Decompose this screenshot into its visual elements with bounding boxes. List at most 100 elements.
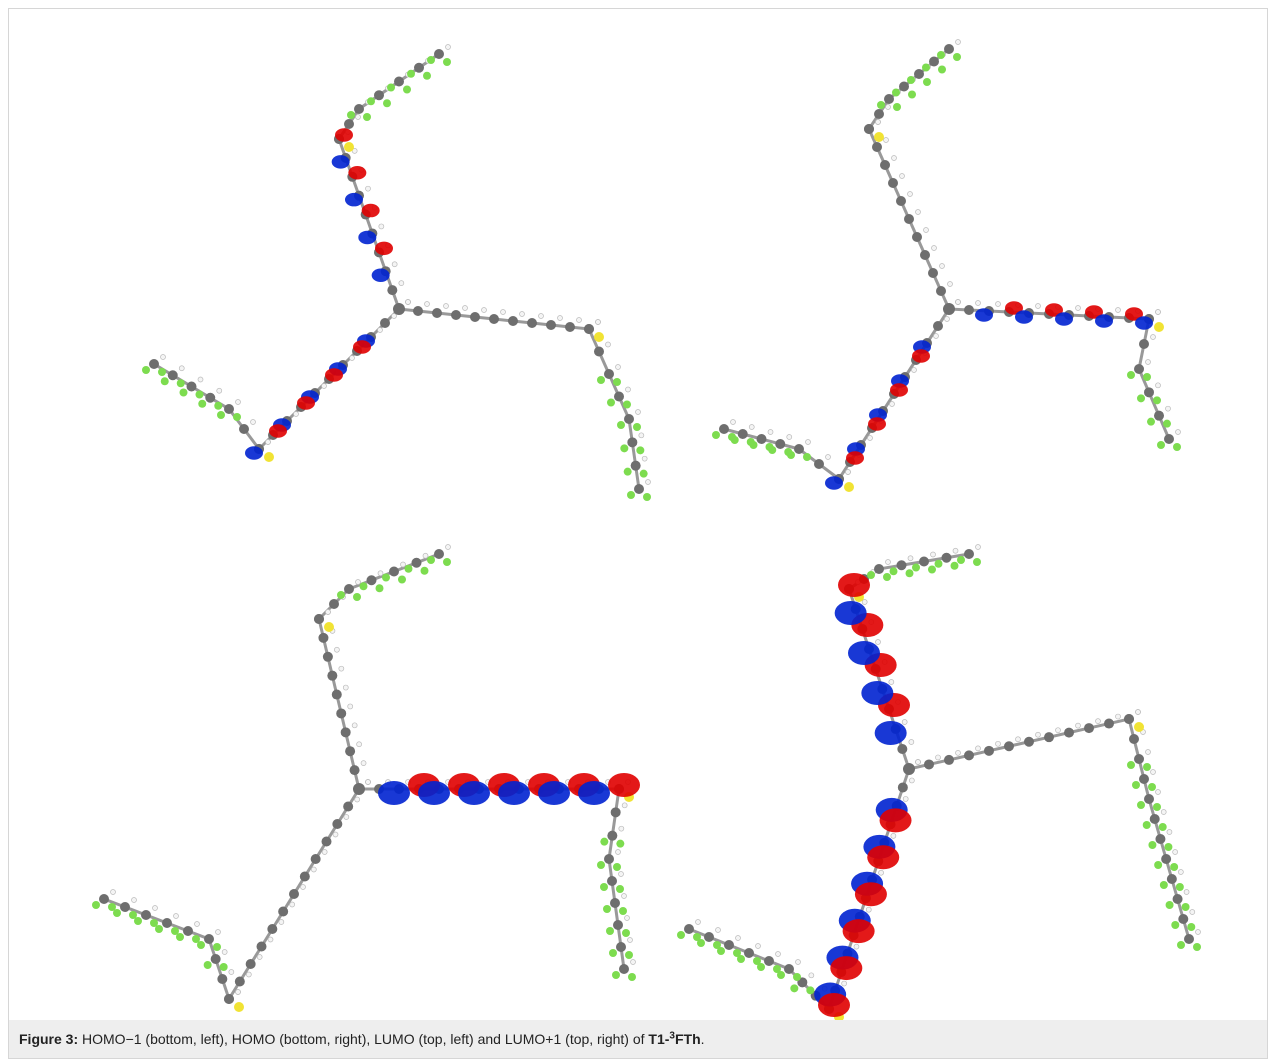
atom	[964, 549, 974, 559]
hydrogen	[776, 952, 781, 957]
hydrogen	[334, 647, 339, 652]
hydrogen	[378, 328, 383, 333]
atom	[527, 318, 537, 328]
hydrogen	[198, 377, 203, 382]
hydrogen	[756, 944, 761, 949]
compound: T1-3FTh	[648, 1031, 700, 1047]
fluorine	[403, 86, 411, 94]
fluorine	[713, 941, 721, 949]
atom	[903, 763, 915, 775]
hydrogen	[749, 425, 754, 430]
atom	[584, 324, 594, 334]
orbital-lobe	[362, 204, 380, 218]
fluorine	[177, 379, 185, 387]
hydrogen	[900, 174, 905, 179]
atom	[344, 584, 354, 594]
hydrogen	[892, 156, 897, 161]
fluorine	[951, 562, 959, 570]
fluorine	[733, 949, 741, 957]
hydrogen	[216, 930, 221, 935]
atom	[344, 119, 354, 129]
hydrogen	[948, 282, 953, 287]
atom	[389, 567, 399, 577]
hydrogen	[357, 742, 362, 747]
hydrogen	[1056, 728, 1061, 733]
fluorine	[387, 84, 395, 92]
hydrogen	[940, 264, 945, 269]
atom	[884, 94, 894, 104]
atom	[943, 303, 955, 315]
atom	[217, 974, 227, 984]
atom	[120, 902, 130, 912]
hydrogen	[132, 898, 137, 903]
atom	[367, 575, 377, 585]
fluorine	[607, 399, 615, 407]
atom	[1134, 364, 1144, 374]
orbital-lobe	[378, 781, 410, 805]
hydrogen	[161, 355, 166, 360]
atom	[757, 434, 767, 444]
atom	[508, 316, 518, 326]
atom	[168, 370, 178, 380]
hydrogen	[912, 368, 917, 373]
hydrogen	[826, 455, 831, 460]
orbital-lobe	[848, 641, 880, 665]
atom	[874, 109, 884, 119]
hydrogen	[326, 610, 331, 615]
atom	[1161, 854, 1171, 864]
hydrogen	[876, 640, 881, 645]
atom	[412, 558, 422, 568]
orbital-lobe	[335, 128, 353, 142]
fluorine	[766, 443, 774, 451]
atom	[246, 959, 256, 969]
fluorine	[1163, 420, 1171, 428]
hydrogen	[976, 301, 981, 306]
atom	[594, 347, 604, 357]
fluorine	[627, 491, 635, 499]
fluorine	[1148, 841, 1156, 849]
hydrogen	[924, 228, 929, 233]
figure-caption: Figure 3: HOMO−1 (bottom, left), HOMO (b…	[9, 1020, 1267, 1058]
orbital-lobe	[297, 396, 315, 410]
fluorine	[1148, 783, 1156, 791]
atom	[322, 837, 332, 847]
hydrogen	[425, 302, 430, 307]
hydrogen	[889, 680, 894, 685]
fluorine	[620, 444, 628, 452]
hydrogen	[842, 981, 847, 986]
fluorine	[793, 973, 801, 981]
orbital-lobe	[578, 781, 610, 805]
hydrogen	[339, 666, 344, 671]
atom	[924, 759, 934, 769]
fluorine	[877, 101, 885, 109]
orbital-lobe	[498, 781, 530, 805]
fluorine	[398, 576, 406, 584]
sulfur	[1154, 322, 1164, 332]
fluorine	[443, 558, 451, 566]
atom	[1144, 794, 1154, 804]
figure-frame: Figure 3: HOMO−1 (bottom, left), HOMO (b…	[8, 8, 1268, 1059]
bond	[359, 789, 624, 969]
fluorine	[360, 582, 368, 590]
fluorine	[1143, 373, 1151, 381]
atom	[1134, 754, 1144, 764]
hydrogen	[539, 314, 544, 319]
fluorine	[1160, 881, 1168, 889]
fluorine	[142, 366, 150, 374]
hydrogen	[956, 40, 961, 45]
atom	[432, 308, 442, 318]
fluorine	[806, 986, 814, 994]
fluorine	[1193, 943, 1201, 951]
hydrogen	[976, 746, 981, 751]
hydrogen	[446, 545, 451, 550]
hydrogen	[1190, 910, 1195, 915]
fluorine	[957, 556, 965, 564]
fluorine	[1171, 921, 1179, 929]
fluorine	[923, 78, 931, 86]
fluorine	[624, 468, 632, 476]
atom	[899, 82, 909, 92]
fluorine	[382, 574, 390, 582]
atom	[546, 320, 556, 330]
hydrogen	[891, 833, 896, 838]
fluorine	[1127, 761, 1135, 769]
